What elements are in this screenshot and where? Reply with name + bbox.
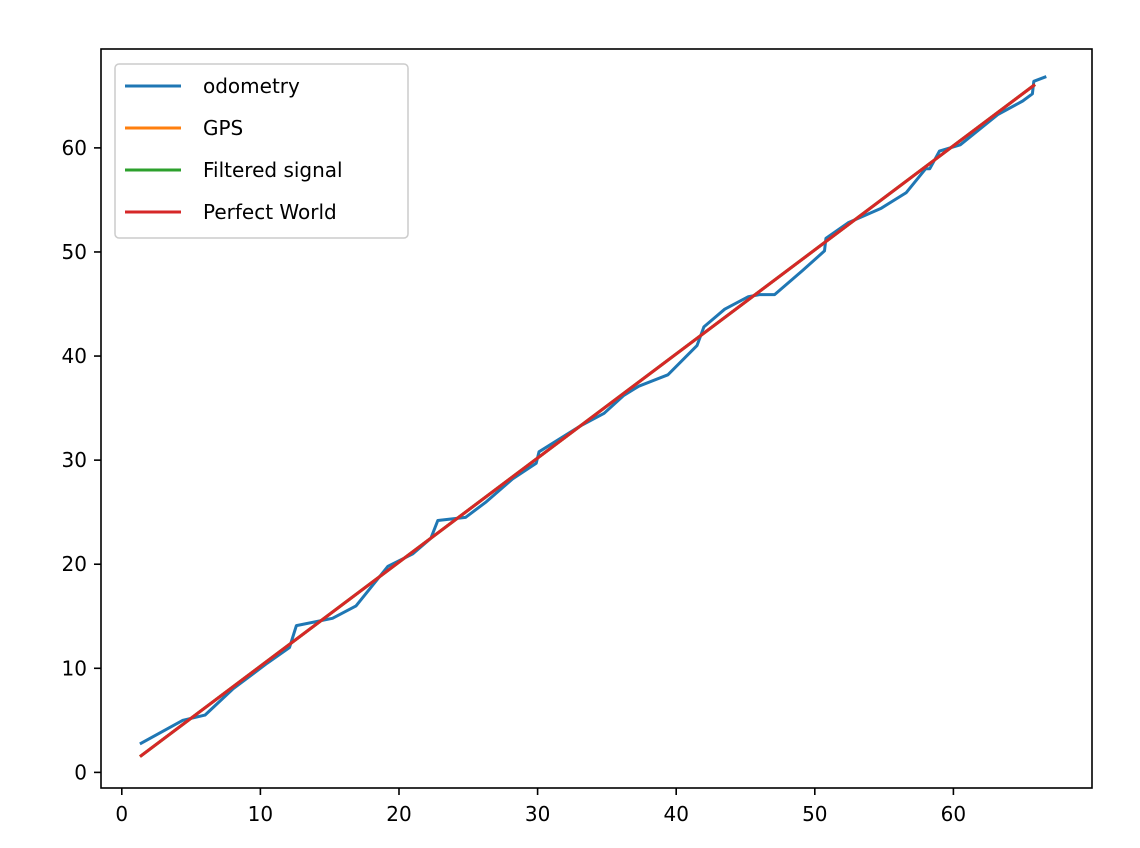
legend-label: Perfect World: [203, 200, 337, 224]
y-tick-label: 20: [62, 552, 87, 576]
y-tick-label: 50: [62, 240, 87, 264]
x-tick-label: 50: [802, 802, 827, 826]
axes: 0 10 20 30 40 50 60 0 10 20 30 40 50 60: [62, 48, 1093, 826]
x-tick-label: 60: [941, 802, 966, 826]
x-tick-label: 30: [525, 802, 550, 826]
x-tick-label: 10: [248, 802, 273, 826]
legend: odometry GPS Filtered signal Perfect World: [114, 63, 409, 239]
y-tick-label: 10: [62, 656, 87, 680]
legend-label: Filtered signal: [203, 158, 343, 182]
legend-label: odometry: [203, 74, 300, 98]
y-tick-label: 40: [62, 344, 87, 368]
y-tick-label: 0: [74, 760, 87, 784]
y-tick-label: 30: [62, 448, 87, 472]
plot-area: [139, 75, 1047, 758]
axes-frame: [100, 48, 1093, 789]
legend-box: [114, 63, 409, 239]
x-tick-label: 40: [663, 802, 688, 826]
legend-label: GPS: [203, 116, 243, 140]
series-line-odometry: [139, 75, 1047, 746]
y-tick-label: 60: [62, 136, 87, 160]
series-line-perfect-world: [139, 83, 1036, 758]
x-tick-label: 0: [115, 802, 128, 826]
x-tick-label: 20: [386, 802, 411, 826]
